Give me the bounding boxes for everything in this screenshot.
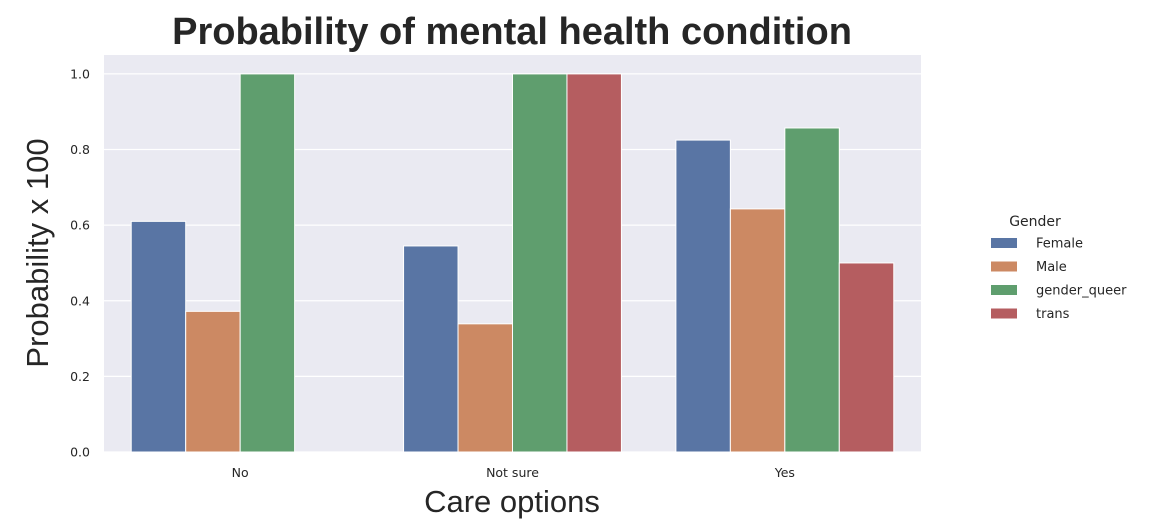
bar-male-not-sure [457, 323, 513, 453]
y-tick-label: 1.0 [70, 66, 90, 81]
x-tick-label: Yes [774, 465, 795, 480]
y-axis-label: Probability x 100 [20, 138, 55, 367]
bar-trans-yes [838, 262, 895, 453]
bar-female-no [130, 220, 187, 453]
legend-label: gender_queer [1036, 284, 1127, 299]
legend-swatch [991, 308, 1017, 319]
bar-trans-not-sure [566, 73, 622, 453]
chart-title: Probability of mental health condition [172, 11, 852, 53]
legend-label: Male [1036, 260, 1067, 275]
bar-male-no [185, 310, 241, 453]
y-tick-label: 0.4 [70, 293, 90, 308]
bars [130, 73, 895, 453]
y-tick-label: 0.6 [70, 218, 90, 233]
x-tick-label: Not sure [486, 465, 539, 480]
y-tick-label: 0.0 [70, 445, 90, 460]
legend-swatch [991, 238, 1017, 248]
bar-gender-queer-no [239, 73, 296, 453]
bar-female-yes [675, 139, 731, 453]
legend-swatch [991, 261, 1017, 272]
x-tick-label: No [232, 465, 249, 480]
legend-label: trans [1036, 307, 1070, 322]
legend-swatch [991, 285, 1017, 295]
y-tick-label: 0.8 [70, 142, 90, 157]
y-tick-label: 0.2 [70, 369, 90, 384]
bar-gender-queer-yes [784, 127, 840, 453]
x-axis-label: Care options [424, 484, 600, 519]
bar-gender-queer-not-sure [512, 73, 568, 453]
legend-label: Female [1036, 237, 1083, 252]
bar-female-not-sure [403, 245, 459, 453]
bar-male-yes [729, 208, 786, 453]
legend-title: Gender [1009, 214, 1061, 230]
x-tick-labels: No Not sure Yes [232, 465, 795, 480]
y-tick-labels: 0.0 0.2 0.4 0.6 0.8 1.0 [70, 66, 90, 459]
